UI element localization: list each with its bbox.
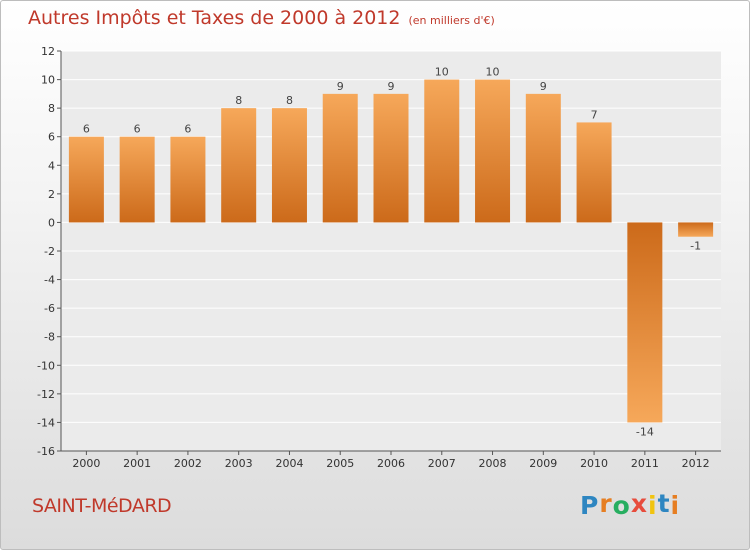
y-tick-label: -4 [44, 274, 55, 287]
bar-2006 [373, 93, 409, 223]
logo-letter: P [580, 491, 600, 520]
x-tick-label: 2012 [682, 457, 710, 470]
bar-2001 [119, 136, 155, 223]
y-tick-label: 10 [41, 74, 55, 87]
y-tick-label: -14 [37, 416, 55, 429]
bar-value-label: 7 [591, 108, 598, 121]
x-tick-label: 2011 [631, 457, 659, 470]
logo-letter: i [648, 491, 658, 520]
logo-letter: i [670, 491, 681, 520]
x-tick-label: 2001 [123, 457, 151, 470]
x-tick-label: 2002 [174, 457, 202, 470]
bar-2004 [271, 108, 307, 223]
logo-letter: x [630, 489, 648, 518]
bar-2002 [170, 136, 206, 223]
y-tick-label: -16 [37, 445, 55, 458]
logo-letter: o [612, 491, 631, 520]
logo-letter: r [599, 489, 613, 518]
commune-name: SAINT-MéDARD [32, 495, 172, 517]
bar-value-label: 8 [235, 94, 242, 107]
proxiti-logo: Proxiti [580, 489, 681, 520]
y-tick-label: 6 [48, 131, 55, 144]
x-tick-label: 2005 [326, 457, 354, 470]
bar-value-label: 9 [540, 80, 547, 93]
y-tick-label: 2 [48, 188, 55, 201]
bar-2003 [221, 108, 257, 223]
y-tick-label: 4 [48, 159, 55, 172]
bar-value-label: 9 [388, 80, 395, 93]
y-tick-label: -6 [44, 302, 55, 315]
y-tick-label: 8 [48, 102, 55, 115]
x-tick-label: 2010 [580, 457, 608, 470]
y-tick-label: 0 [48, 216, 55, 229]
bar-value-label: 8 [286, 94, 293, 107]
bar-value-label: 6 [184, 123, 191, 136]
bar-value-label: -14 [636, 425, 654, 438]
bar-2008 [475, 79, 511, 223]
x-tick-label: 2006 [377, 457, 405, 470]
y-tick-label: -2 [44, 245, 55, 258]
bar-value-label: 6 [83, 123, 90, 136]
bar-2012 [678, 222, 714, 237]
y-tick-label: -12 [37, 388, 55, 401]
chart-title-block: Autres Impôts et Taxes de 2000 à 2012 (en… [28, 7, 495, 29]
y-tick-label: -10 [37, 359, 55, 372]
x-tick-label: 2003 [225, 457, 253, 470]
x-tick-label: 2009 [529, 457, 557, 470]
bar-2011 [627, 222, 663, 423]
x-tick-label: 2004 [275, 457, 303, 470]
bar-2009 [525, 93, 561, 223]
y-tick-label: 12 [41, 45, 55, 58]
chart-subtitle: (en milliers d'€) [408, 14, 495, 27]
bar-value-label: 10 [486, 66, 500, 79]
y-tick-label: -8 [44, 331, 55, 344]
bar-2007 [424, 79, 460, 223]
bar-2000 [68, 136, 104, 223]
bar-value-label: 6 [134, 123, 141, 136]
logo-letter: t [657, 489, 671, 518]
x-tick-label: 2000 [72, 457, 100, 470]
bar-value-label: 10 [435, 66, 449, 79]
bar-2005 [322, 93, 358, 223]
bar-value-label: 9 [337, 80, 344, 93]
x-tick-label: 2007 [428, 457, 456, 470]
x-tick-label: 2008 [479, 457, 507, 470]
chart-title: Autres Impôts et Taxes de 2000 à 2012 [28, 7, 401, 29]
bar-value-label: -1 [690, 240, 701, 253]
bar-2010 [576, 122, 612, 223]
